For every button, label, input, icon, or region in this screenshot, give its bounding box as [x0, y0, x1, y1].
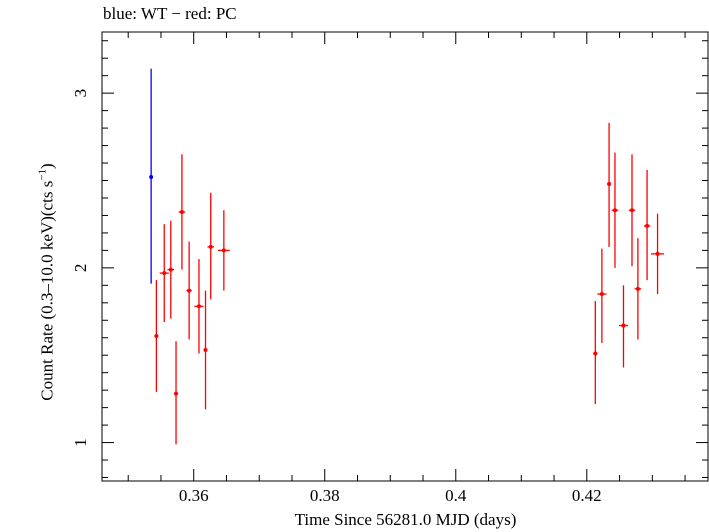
point-marker	[599, 292, 604, 297]
point-marker	[154, 333, 159, 338]
point-marker	[221, 248, 226, 253]
data-point	[628, 154, 636, 267]
point-marker	[593, 351, 598, 356]
y-axis-label-main: Count Rate (0.3–10.0 keV)(cts s	[37, 180, 57, 401]
data-point	[178, 154, 186, 270]
data-point	[618, 285, 629, 368]
data-point	[174, 341, 179, 445]
data-point	[207, 192, 215, 300]
data-points	[149, 68, 665, 445]
point-marker	[621, 323, 626, 328]
data-point	[634, 238, 642, 340]
x-axis-label: Time Since 56281.0 MJD (days)	[294, 510, 517, 529]
data-point	[154, 280, 159, 392]
x-tick-label: 0.38	[310, 486, 340, 505]
data-point	[593, 301, 598, 405]
x-tick-label: 0.4	[445, 486, 467, 505]
series-pc	[154, 122, 665, 445]
data-point	[149, 68, 154, 284]
data-point	[167, 220, 175, 319]
point-marker	[645, 223, 650, 228]
point-marker	[635, 286, 640, 291]
y-axis-label-sup: −1	[36, 168, 49, 181]
point-marker	[203, 347, 208, 352]
data-point	[194, 259, 204, 354]
data-point	[651, 213, 665, 295]
y-axis-label-end: )	[37, 163, 57, 169]
point-marker	[149, 175, 154, 180]
data-point	[186, 241, 192, 340]
point-marker	[655, 251, 660, 256]
y-axis-label: Count Rate (0.3–10.0 keV)(cts s−1)	[37, 163, 58, 400]
point-marker	[607, 181, 612, 186]
point-marker	[612, 208, 617, 213]
point-marker	[179, 209, 184, 214]
data-point	[217, 210, 230, 291]
data-point	[611, 152, 619, 268]
point-marker	[187, 288, 192, 293]
series-wt	[149, 68, 154, 284]
y-tick-label: 2	[71, 264, 90, 273]
x-tick-label: 0.42	[572, 486, 602, 505]
data-point	[203, 290, 208, 410]
point-marker	[174, 391, 179, 396]
y-tick-label: 3	[71, 89, 90, 98]
x-axis-ticks: 0.36 0.38 0.4 0.42	[127, 32, 686, 505]
point-marker	[630, 208, 635, 213]
plot-frame	[101, 31, 709, 482]
point-marker	[208, 244, 213, 249]
y-axis-ticks: 1 2 3	[71, 40, 708, 479]
point-marker	[168, 267, 173, 272]
data-point	[597, 248, 607, 343]
data-point	[607, 122, 612, 247]
x-tick-label: 0.36	[179, 486, 209, 505]
data-point	[159, 224, 169, 323]
chart-title: blue: WT − red: PC	[103, 4, 237, 23]
y-tick-label: 1	[71, 438, 90, 447]
point-marker	[196, 304, 201, 309]
data-point	[643, 170, 651, 281]
point-marker	[162, 271, 167, 276]
